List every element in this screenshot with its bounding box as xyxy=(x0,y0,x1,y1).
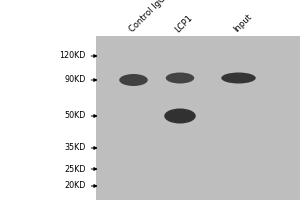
Ellipse shape xyxy=(166,72,194,84)
Text: 20KD: 20KD xyxy=(64,182,86,190)
Text: 120KD: 120KD xyxy=(59,51,86,60)
Text: 35KD: 35KD xyxy=(64,144,86,152)
Text: 90KD: 90KD xyxy=(64,75,86,84)
Ellipse shape xyxy=(164,108,196,123)
Text: Control IgG: Control IgG xyxy=(127,0,167,34)
Ellipse shape xyxy=(119,74,148,86)
Text: Input: Input xyxy=(232,12,254,34)
Text: LCP1: LCP1 xyxy=(174,13,195,34)
Ellipse shape xyxy=(221,72,256,84)
Bar xyxy=(96,36,300,200)
Text: 50KD: 50KD xyxy=(64,112,86,120)
Text: 25KD: 25KD xyxy=(64,164,86,173)
